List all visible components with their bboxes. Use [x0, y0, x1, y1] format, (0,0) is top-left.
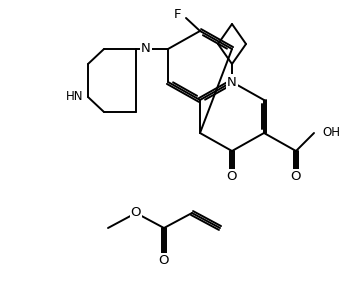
- Text: O: O: [291, 171, 301, 184]
- Text: N: N: [227, 75, 237, 88]
- Text: F: F: [174, 8, 182, 21]
- Text: N: N: [141, 42, 151, 55]
- Text: O: O: [131, 207, 141, 219]
- Text: O: O: [227, 171, 237, 184]
- Text: OH: OH: [322, 126, 340, 139]
- Text: O: O: [159, 255, 169, 268]
- Text: HN: HN: [66, 91, 83, 104]
